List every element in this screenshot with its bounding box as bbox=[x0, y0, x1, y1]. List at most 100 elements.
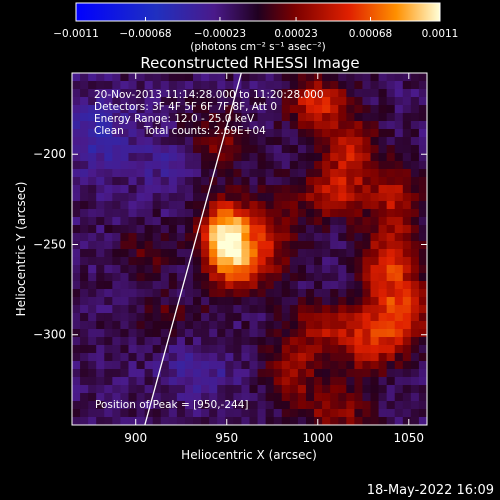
heatmap-cell bbox=[88, 321, 97, 330]
heatmap-cell bbox=[160, 137, 170, 146]
heatmap-cell bbox=[168, 257, 178, 266]
heatmap-cell bbox=[88, 225, 97, 234]
heatmap-cell bbox=[80, 193, 89, 202]
heatmap-cell bbox=[402, 241, 412, 250]
heatmap-cell bbox=[257, 329, 267, 338]
heatmap-cell bbox=[362, 193, 372, 202]
heatmap-cell bbox=[281, 297, 291, 306]
heatmap-cell bbox=[144, 137, 154, 146]
heatmap-cell bbox=[314, 161, 323, 170]
heatmap-cell bbox=[201, 369, 210, 378]
heatmap-cell bbox=[152, 337, 162, 346]
heatmap-cell bbox=[209, 281, 218, 290]
heatmap-cell bbox=[346, 217, 355, 226]
heatmap-cell bbox=[281, 313, 291, 322]
heatmap-cell bbox=[330, 137, 339, 146]
heatmap-cell bbox=[338, 249, 347, 258]
heatmap-cell bbox=[233, 257, 243, 266]
heatmap-cell bbox=[241, 225, 251, 234]
heatmap-cell bbox=[160, 377, 170, 386]
heatmap-cell bbox=[362, 337, 372, 346]
heatmap-cell bbox=[193, 233, 202, 242]
heatmap-cell bbox=[128, 409, 138, 418]
heatmap-cell bbox=[378, 329, 388, 338]
heatmap-cell bbox=[330, 81, 339, 90]
heatmap-cell bbox=[305, 217, 315, 226]
heatmap-cell bbox=[168, 321, 178, 330]
heatmap-cell bbox=[386, 73, 396, 82]
heatmap-cell bbox=[362, 169, 372, 178]
heatmap-cell bbox=[96, 281, 105, 290]
heatmap-cell bbox=[241, 257, 251, 266]
heatmap-cell bbox=[418, 169, 427, 178]
heatmap-cell bbox=[249, 345, 259, 354]
heatmap-cell bbox=[362, 233, 372, 242]
heatmap-cell bbox=[152, 249, 162, 258]
heatmap-cell bbox=[418, 393, 427, 402]
heatmap-cell bbox=[217, 345, 226, 354]
heatmap-cell bbox=[370, 177, 380, 186]
heatmap-cell bbox=[225, 417, 234, 425]
heatmap-cell bbox=[209, 385, 218, 394]
heatmap-cell bbox=[152, 273, 162, 282]
heatmap-cell bbox=[225, 73, 234, 82]
heatmap-cell bbox=[217, 233, 226, 242]
heatmap-cell bbox=[144, 129, 154, 138]
heatmap-cell bbox=[322, 281, 331, 290]
heatmap-cell bbox=[394, 273, 404, 282]
heatmap-cell bbox=[354, 217, 364, 226]
heatmap-cell bbox=[362, 321, 372, 330]
heatmap-cell bbox=[314, 417, 323, 425]
heatmap-cell bbox=[136, 321, 146, 330]
heatmap-cell bbox=[225, 393, 234, 402]
heatmap-cell bbox=[394, 289, 404, 298]
heatmap-cell bbox=[394, 401, 404, 410]
heatmap-cell bbox=[136, 217, 146, 226]
heatmap-cell bbox=[289, 201, 299, 210]
heatmap-cell bbox=[193, 409, 202, 418]
heatmap-cell bbox=[217, 105, 226, 114]
heatmap-cell bbox=[168, 329, 178, 338]
heatmap-cell bbox=[338, 129, 347, 138]
heatmap-cell bbox=[330, 385, 339, 394]
heatmap-cell bbox=[201, 313, 210, 322]
heatmap-cell bbox=[314, 217, 323, 226]
heatmap-cell bbox=[346, 193, 355, 202]
heatmap-cell bbox=[80, 417, 89, 425]
heatmap-cell bbox=[410, 161, 420, 170]
heatmap-cell bbox=[265, 81, 275, 90]
heatmap-cell bbox=[80, 305, 89, 314]
heatmap-cell bbox=[233, 369, 243, 378]
heatmap-cell bbox=[136, 113, 146, 122]
heatmap-cell bbox=[72, 257, 81, 266]
heatmap-cell bbox=[378, 105, 388, 114]
heatmap-cell bbox=[338, 241, 347, 250]
heatmap-cell bbox=[96, 385, 105, 394]
heatmap-cell bbox=[297, 353, 307, 362]
heatmap-cell bbox=[241, 217, 251, 226]
heatmap-cell bbox=[201, 281, 210, 290]
heatmap-cell bbox=[314, 241, 323, 250]
heatmap-cell bbox=[257, 297, 267, 306]
heatmap-cell bbox=[273, 313, 283, 322]
heatmap-cell bbox=[338, 321, 347, 330]
heatmap-cell bbox=[241, 201, 251, 210]
heatmap-cell bbox=[249, 337, 259, 346]
heatmap-cell bbox=[410, 217, 420, 226]
heatmap-cell bbox=[241, 305, 251, 314]
heatmap-cell bbox=[184, 161, 194, 170]
heatmap-cell bbox=[273, 113, 283, 122]
heatmap-cell bbox=[402, 225, 412, 234]
heatmap-cell bbox=[338, 353, 347, 362]
heatmap-cell bbox=[88, 313, 97, 322]
heatmap-cell bbox=[402, 217, 412, 226]
heatmap-cell bbox=[289, 297, 299, 306]
heatmap-cell bbox=[386, 105, 396, 114]
heatmap-cell bbox=[289, 113, 299, 122]
heatmap-cell bbox=[338, 89, 347, 98]
heatmap-cell bbox=[330, 345, 339, 354]
heatmap-cell bbox=[394, 105, 404, 114]
heatmap-cell bbox=[257, 265, 267, 274]
heatmap-cell bbox=[297, 393, 307, 402]
heatmap-cell bbox=[96, 209, 105, 218]
